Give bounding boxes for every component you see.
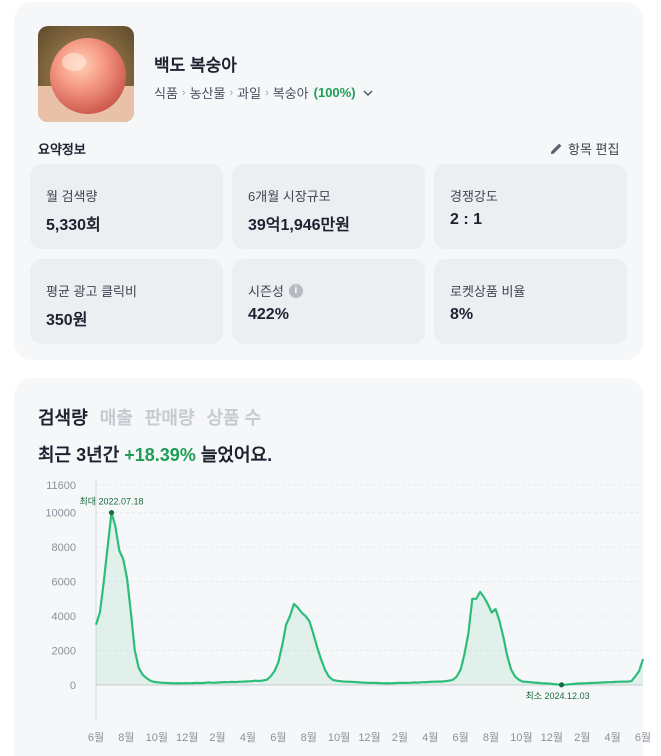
metric-label: 월 검색량 <box>46 189 98 204</box>
breadcrumb-item: 농산물 <box>189 86 226 101</box>
metric-label: 로켓상품 비율 <box>450 284 526 299</box>
x-tick-label: 8월 <box>483 731 499 744</box>
metric-label-text: 시즌성 <box>248 284 284 299</box>
metric-value: 2 : 1 <box>450 211 483 228</box>
metric-label: 평균 광고 클릭비 <box>46 284 137 299</box>
x-tick-label: 12월 <box>358 731 380 744</box>
y-tick-label: 11600 <box>46 480 76 492</box>
product-image <box>38 26 134 122</box>
trend-tabs: 검색량 매출 판매량 상품 수 <box>38 404 261 430</box>
edit-items-button[interactable]: 항목 편집 <box>549 139 619 158</box>
metric-value: 422% <box>248 306 289 323</box>
summary-label: 요약정보 <box>38 142 86 157</box>
x-tick-label: 12월 <box>176 731 198 744</box>
chevron-right-icon: › <box>265 86 269 99</box>
tab-units-sold[interactable]: 판매량 <box>144 408 195 428</box>
y-tick-label: 6000 <box>52 577 76 589</box>
tab-search-volume[interactable]: 검색량 <box>38 408 88 428</box>
metric-label: 경쟁강도 <box>450 189 498 204</box>
peach-photo-icon <box>38 26 134 122</box>
x-tick-label: 4월 <box>240 731 256 744</box>
breadcrumb-item: 과일 <box>237 86 262 101</box>
metric-value: 5,330회 <box>46 217 101 234</box>
y-tick-label: 0 <box>70 680 76 692</box>
info-icon[interactable]: i <box>288 283 303 298</box>
metric-value: 39억1,946만원 <box>248 217 350 234</box>
match-percent: (100%) <box>313 85 356 100</box>
x-tick-label: 4월 <box>422 731 438 744</box>
metric-rocket-ratio: 로켓상품 비율 8% <box>434 259 627 344</box>
x-tick-label: 4월 <box>604 731 620 744</box>
x-tick-label: 8월 <box>301 731 317 744</box>
x-tick-label: 12월 <box>541 731 563 744</box>
headline-prefix: 최근 3년간 <box>38 445 125 465</box>
headline-percent: +18.39% <box>124 445 196 465</box>
metric-avg-cpc: 평균 광고 클릭비 350원 <box>30 259 223 344</box>
breadcrumb-item: 복숭아 <box>272 86 309 101</box>
x-tick-label: 6월 <box>270 731 286 744</box>
x-tick-label: 2월 <box>392 731 408 744</box>
metric-monthly-search: 월 검색량 5,330회 <box>30 164 223 249</box>
metric-value: 350원 <box>46 312 88 329</box>
metric-label: 6개월 시장규모 <box>248 189 331 204</box>
metric-seasonality: 시즌성 i 422% <box>232 259 425 344</box>
pencil-icon <box>550 143 562 155</box>
chevron-right-icon: › <box>229 86 234 99</box>
x-tick-label: 6월 <box>453 731 469 744</box>
breadcrumb-item: 식품 <box>154 86 178 101</box>
max-annotation: 최대 2022.07.18 <box>79 497 143 507</box>
x-tick-label: 10월 <box>146 731 168 744</box>
metric-label: 시즌성 i <box>248 281 303 300</box>
x-tick-label: 2월 <box>574 731 590 744</box>
y-tick-label: 10000 <box>45 508 76 520</box>
y-tick-label: 8000 <box>52 542 76 554</box>
x-tick-label: 2월 <box>209 731 225 744</box>
summary-card: 백도 복숭아 식품 › 농산물 › 과일 › 복숭아 (100%) 요약정보 항… <box>14 2 643 360</box>
x-tick-label: 6월 <box>88 731 104 744</box>
metric-competition: 경쟁강도 2 : 1 <box>434 164 627 249</box>
max-point <box>108 509 115 516</box>
trend-card: 검색량 매출 판매량 상품 수 최근 3년간 +18.39% 늘었어요. <box>14 378 643 756</box>
headline-suffix: 늘었어요. <box>195 445 273 465</box>
product-title: 백도 복숭아 <box>154 56 237 75</box>
min-annotation: 최소 2024.12.03 <box>525 691 589 701</box>
x-tick-label: 6월 <box>635 731 651 744</box>
edit-items-label: 항목 편집 <box>568 142 620 157</box>
tab-product-count[interactable]: 상품 수 <box>206 408 262 428</box>
area-fill <box>96 512 643 685</box>
y-tick-label: 2000 <box>52 646 76 658</box>
y-tick-label: 4000 <box>52 611 76 623</box>
tab-sales[interactable]: 매출 <box>99 408 133 428</box>
trend-headline: 최근 3년간 +18.39% 늘었어요. <box>38 441 272 467</box>
chevron-down-icon[interactable] <box>362 87 374 99</box>
x-tick-label: 10월 <box>510 731 532 744</box>
category-breadcrumb[interactable]: 식품 › 농산물 › 과일 › 복숭아 (100%) <box>154 83 374 102</box>
min-point <box>558 682 565 688</box>
metric-value: 8% <box>450 306 474 323</box>
series-line <box>94 511 645 686</box>
metric-market-size: 6개월 시장규모 39억1,946만원 <box>232 164 425 249</box>
x-tick-label: 8월 <box>118 731 134 744</box>
chevron-right-icon: › <box>181 86 186 99</box>
x-tick-label: 10월 <box>328 731 350 744</box>
